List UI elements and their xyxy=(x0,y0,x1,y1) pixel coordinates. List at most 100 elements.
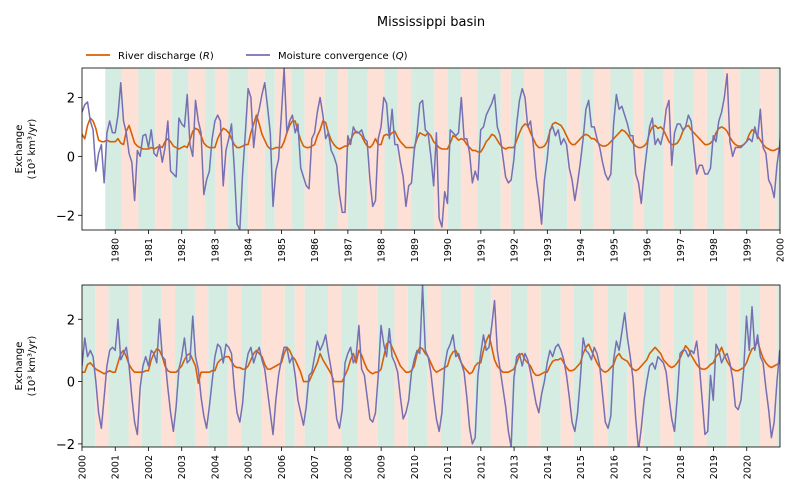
x-tick-label: 1998 xyxy=(709,238,720,262)
x-tick-label: 2016 xyxy=(609,455,620,479)
x-tick-label: 1996 xyxy=(643,238,654,262)
x-tick-label: 2020 xyxy=(742,455,753,479)
x-tick-label: 2014 xyxy=(543,455,554,479)
series-line-moisture-convergence xyxy=(82,68,780,230)
axes-frame xyxy=(81,67,781,231)
x-tick-label: 1989 xyxy=(410,238,421,262)
season-band-wet xyxy=(141,285,162,447)
season-band-wet xyxy=(407,285,428,447)
season-band-wet xyxy=(607,285,628,447)
season-band-wet xyxy=(643,285,661,447)
season-band-wet xyxy=(474,285,491,447)
season-band-dry xyxy=(633,68,644,230)
y-tick-label: −2 xyxy=(56,438,75,453)
season-band-dry xyxy=(567,68,581,230)
season-band-dry xyxy=(294,285,305,447)
x-tick-label: 2018 xyxy=(676,455,687,479)
x-tick-label: 2012 xyxy=(476,455,487,479)
x-tick-label: 1986 xyxy=(310,238,321,262)
season-band-dry xyxy=(188,68,205,230)
season-band-wet xyxy=(673,285,694,447)
season-band-dry xyxy=(304,68,325,230)
y-axis-label: Exchange (10³ km³/yr) xyxy=(14,119,38,180)
season-band-dry xyxy=(660,285,674,447)
x-tick-label: 2015 xyxy=(576,455,587,479)
season-band-wet xyxy=(643,68,664,230)
x-tick-label: 2002 xyxy=(144,455,155,479)
x-tick-label: 1992 xyxy=(510,238,521,262)
season-band-wet xyxy=(82,285,96,447)
season-band-wet xyxy=(108,285,129,447)
y-tick-label: 2 xyxy=(67,313,75,328)
x-tick-label: 1985 xyxy=(277,238,288,262)
x-tick-label: 1990 xyxy=(443,238,454,262)
season-band-wet xyxy=(510,285,528,447)
season-band-wet xyxy=(377,285,395,447)
season-band-dry xyxy=(397,68,412,230)
season-band-dry xyxy=(367,68,385,230)
x-tick-label: 2004 xyxy=(210,455,221,479)
season-band-dry xyxy=(155,68,172,230)
season-band-wet xyxy=(291,68,305,230)
y-axis-label-line2: (10³ km³/yr) xyxy=(27,336,38,397)
x-tick-label: 1999 xyxy=(742,238,753,262)
chart-title: Mississippi basin xyxy=(377,15,485,30)
x-tick-label: 1993 xyxy=(543,238,554,262)
series-line-river-discharge xyxy=(82,334,780,384)
series-line-river-discharge xyxy=(82,114,780,153)
x-tick-label: 1987 xyxy=(343,238,354,262)
x-tick-label: 1994 xyxy=(576,238,587,262)
season-band-dry xyxy=(593,68,611,230)
season-band-wet xyxy=(228,68,249,230)
season-band-wet xyxy=(208,285,229,447)
x-tick-label: 2010 xyxy=(410,455,421,479)
season-band-dry xyxy=(460,285,475,447)
series-line-moisture-convergence xyxy=(82,285,780,447)
x-tick-label: 2001 xyxy=(111,455,122,479)
season-band-wet xyxy=(440,285,461,447)
season-band-wet xyxy=(447,68,461,230)
season-band-dry xyxy=(121,68,139,230)
season-band-wet xyxy=(411,68,435,230)
y-axis-label-line1: Exchange xyxy=(14,125,25,174)
season-band-dry xyxy=(327,285,342,447)
plot-area xyxy=(82,68,780,230)
x-tick-label: 1991 xyxy=(476,238,487,262)
y-tick-label: 2 xyxy=(67,91,75,106)
axes-frame xyxy=(81,284,781,448)
season-band-wet xyxy=(740,285,761,447)
y-axis-label: Exchange (10³ km³/yr) xyxy=(14,336,38,397)
x-tick-label: 2008 xyxy=(343,455,354,479)
x-tick-label: 1982 xyxy=(177,238,188,262)
x-tick-label: 1988 xyxy=(377,238,388,262)
season-band-wet xyxy=(105,68,122,230)
x-tick-label: 2005 xyxy=(244,455,255,479)
season-band-wet xyxy=(284,285,295,447)
y-axis-label-line1: Exchange xyxy=(14,342,25,391)
x-tick-label: 1981 xyxy=(144,238,155,262)
season-band-dry xyxy=(663,68,674,230)
plot-area xyxy=(82,285,780,447)
y-axis-label-line2: (10³ km³/yr) xyxy=(27,119,38,180)
season-band-dry xyxy=(248,68,265,230)
season-band-dry xyxy=(357,285,378,447)
panel-top: −2 0 2 1980 1981 1982 1983 1984 1985 1986 1987 1988… xyxy=(14,67,787,262)
season-band-wet xyxy=(544,68,568,230)
x-tick-label: 1980 xyxy=(111,238,122,262)
x-tick-label: 2017 xyxy=(643,455,654,479)
season-band-wet xyxy=(580,68,594,230)
x-tick-label: 2011 xyxy=(443,455,454,479)
season-band-wet xyxy=(740,68,761,230)
season-band-dry xyxy=(274,68,292,230)
season-band-wet xyxy=(706,68,724,230)
y-tick-label: 0 xyxy=(67,376,75,391)
season-band-wet xyxy=(347,68,368,230)
season-band-dry xyxy=(693,285,707,447)
legend-label-moisture-convergence: Moisture convergence (Q) xyxy=(278,51,408,62)
season-band-wet xyxy=(341,285,358,447)
x-tick-label: 2009 xyxy=(377,455,388,479)
y-tick-label: −2 xyxy=(56,209,75,224)
x-tick-label: 1983 xyxy=(210,238,221,262)
x-tick-label: 2007 xyxy=(310,455,321,479)
